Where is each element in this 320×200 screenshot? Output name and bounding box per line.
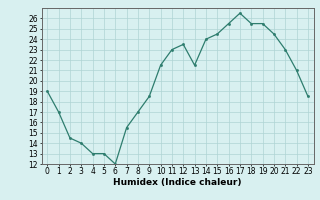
X-axis label: Humidex (Indice chaleur): Humidex (Indice chaleur) [113,178,242,187]
